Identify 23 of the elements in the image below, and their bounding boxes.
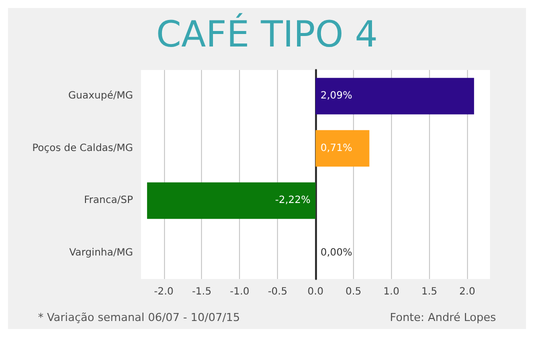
y-tick-label: Guaxupé/MG (68, 90, 133, 102)
x-tick-label: -1.0 (230, 286, 250, 298)
y-tick-label: Franca/SP (84, 195, 133, 206)
data-label: 0,00% (320, 247, 352, 258)
x-tick-label: 0.0 (308, 286, 324, 298)
x-tick-label: -1.5 (192, 286, 212, 298)
x-tick-label: 1.5 (421, 286, 438, 298)
x-tick-label: -2.0 (154, 286, 174, 298)
data-label: 0,71% (320, 142, 352, 154)
bar (147, 182, 316, 219)
y-tick-label: Poços de Caldas/MG (32, 142, 133, 154)
x-tick-label: 2.0 (459, 286, 476, 298)
data-label: 2,09% (320, 90, 352, 102)
text: * Variação semanal 06/07 - 10/07/15 (38, 311, 240, 324)
bar (316, 78, 474, 114)
source-note: Fonte: André Lopes (390, 311, 496, 324)
chart-title: CAFÉ TIPO 4 (156, 12, 378, 56)
x-tick-label: 0.5 (345, 286, 362, 298)
x-tick-label: 1.0 (383, 286, 400, 298)
y-tick-label: Varginha/MG (69, 247, 133, 258)
bar (316, 130, 370, 167)
data-label: -2,22% (275, 195, 310, 206)
x-tick-label: -0.5 (268, 286, 288, 298)
